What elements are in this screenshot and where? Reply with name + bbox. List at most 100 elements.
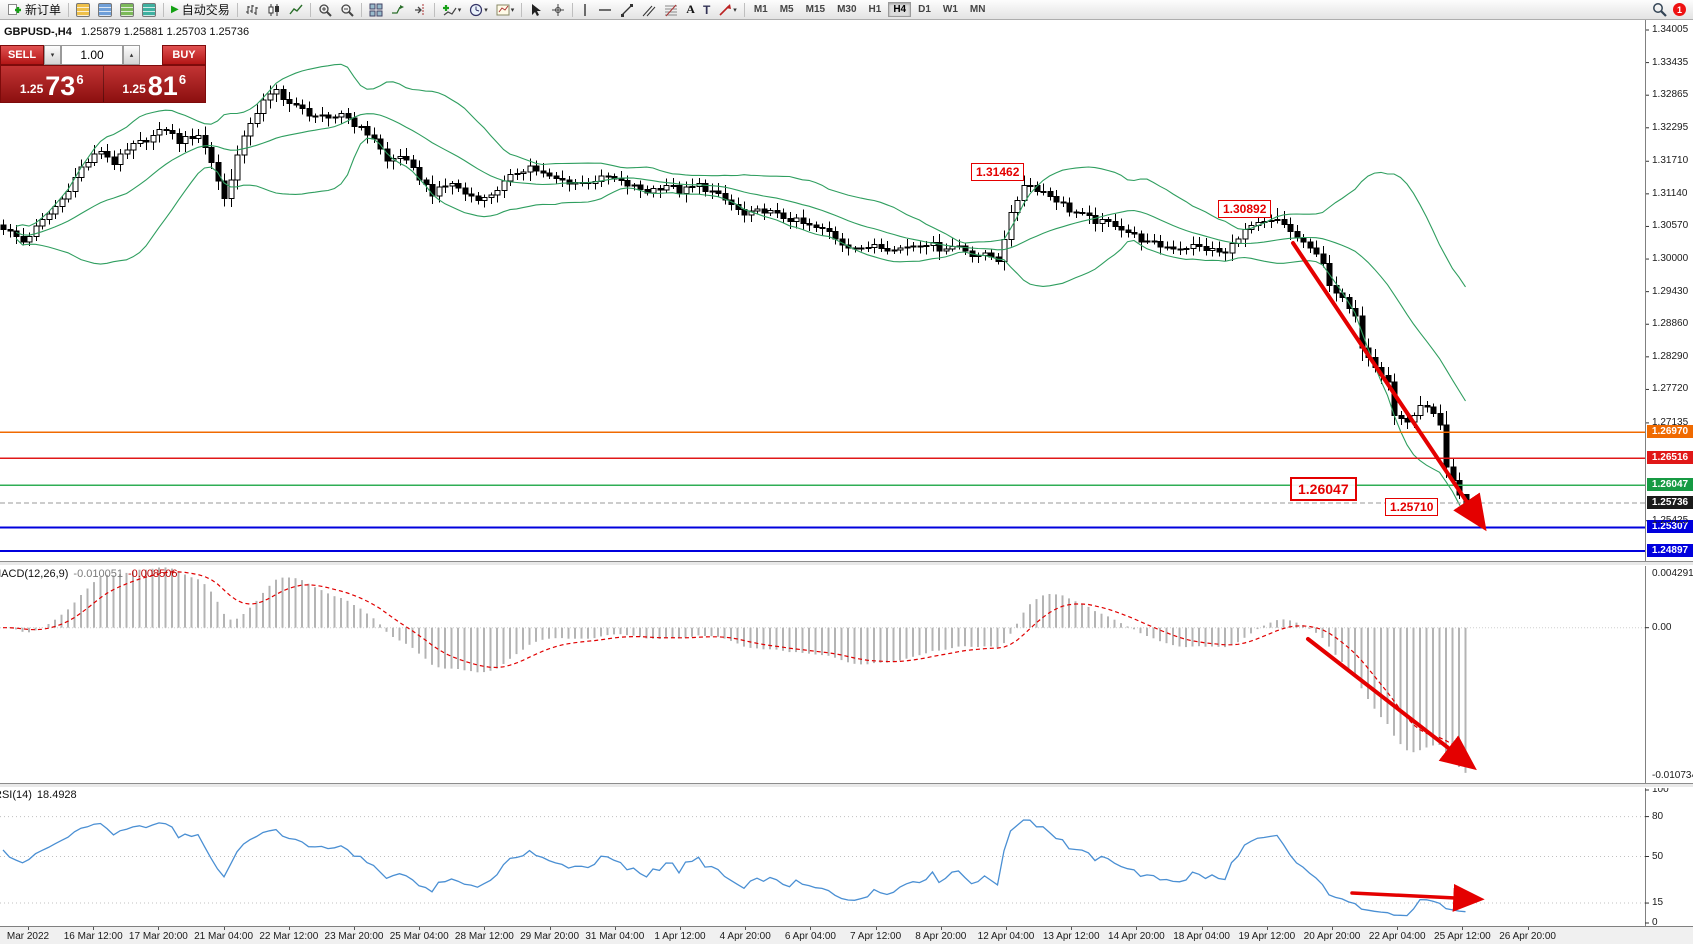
trend-arrow-1[interactable]	[1291, 241, 1487, 532]
sell-price-display[interactable]: 1.25 73 6	[1, 66, 104, 102]
horizontal-line-button[interactable]	[594, 0, 616, 20]
sell-button[interactable]: SELL	[0, 45, 44, 65]
volume-decrease-button[interactable]: ▾	[44, 45, 61, 65]
trend-arrow-2[interactable]	[1306, 637, 1477, 771]
price-tag-1.24897: 1.24897	[1647, 543, 1693, 557]
cursor-button[interactable]	[525, 0, 547, 20]
tile-windows-button[interactable]	[365, 0, 387, 20]
data-window-button[interactable]	[94, 0, 116, 20]
autotrading-play-icon: ▶	[171, 4, 179, 15]
timeframe-d1[interactable]: D1	[918, 4, 931, 15]
candlestick-chart-button[interactable]	[263, 0, 285, 20]
trendline-icon	[621, 3, 634, 17]
market-watch-button[interactable]	[72, 0, 94, 20]
timeframe-m1[interactable]: M1	[753, 4, 768, 15]
timeframe-h1[interactable]: H1	[868, 4, 882, 15]
pane-separator-macd-rsi[interactable]	[0, 783, 1693, 788]
time-axis-label: 17 Mar 20:00	[128, 931, 188, 942]
time-axis-label: 7 Apr 12:00	[850, 931, 902, 942]
time-axis-label: 20 Apr 20:00	[1303, 931, 1361, 942]
price-axis-tick-1.28290: 1.28290	[1652, 350, 1689, 362]
price-axis-tick-1.33435: 1.33435	[1652, 56, 1689, 68]
search-icon[interactable]	[1652, 2, 1667, 17]
volume-increase-button[interactable]: ▴	[123, 45, 140, 65]
time-axis-label: 31 Mar 04:00	[585, 931, 645, 942]
trend-arrow-3[interactable]	[1350, 883, 1485, 912]
fibonacci-retracement-button[interactable]	[660, 0, 682, 20]
timeframe-m15[interactable]: M15	[805, 4, 826, 15]
rsi-indicator-label: RSI(14) 18.4928	[0, 789, 77, 801]
text-label-button[interactable]: T	[699, 0, 714, 20]
ohlc-values: 1.25879 1.25881 1.25703 1.25736	[80, 26, 250, 38]
line-chart-button[interactable]	[285, 0, 307, 20]
price-tag-1.26970: 1.26970	[1647, 425, 1693, 439]
time-axis-label: Mar 2022	[6, 931, 50, 942]
new-order-icon	[7, 2, 22, 17]
time-axis-label: 12 Apr 04:00	[977, 931, 1035, 942]
buy-button[interactable]: BUY	[162, 45, 206, 65]
auto-scroll-button[interactable]	[387, 0, 409, 20]
price-tag-1.26047: 1.26047	[1647, 478, 1693, 492]
macd-signal-line	[3, 571, 1466, 755]
time-axis-tick	[288, 927, 290, 930]
price-annotation-1.25710[interactable]: 1.25710	[1385, 498, 1439, 516]
vertical-line-button[interactable]	[576, 0, 594, 20]
price-axis-tick-1.32865: 1.32865	[1652, 89, 1689, 101]
new-order-button[interactable]: 新订单	[3, 0, 65, 20]
timeframe-m30[interactable]: M30	[837, 4, 857, 15]
macd-main-value: -0.010051	[73, 568, 123, 580]
rsi-axis-100: 100	[1652, 784, 1669, 795]
trendline-button[interactable]	[616, 0, 638, 20]
crosshair-button[interactable]	[547, 0, 569, 20]
navigator-button[interactable]	[116, 0, 138, 20]
buy-price-display[interactable]: 1.25 81 6	[104, 66, 206, 102]
indicators-button[interactable]: ▾	[438, 0, 466, 20]
time-axis[interactable]: Mar 2022 16 Mar 12:00 17 Mar 20:00 21 Mar 0…	[0, 926, 1693, 944]
macd-pane	[0, 567, 1645, 773]
terminal-button[interactable]	[138, 0, 160, 20]
price-annotation-1.30892[interactable]: 1.30892	[1218, 200, 1272, 218]
pane-separator-main-macd[interactable]	[0, 561, 1693, 566]
macd-axis-zero: 0.00	[1652, 621, 1672, 633]
arrow-tools-button[interactable]: ▾	[714, 0, 741, 20]
time-axis-label: 21 Mar 04:00	[194, 931, 254, 942]
bar-chart-button[interactable]	[241, 0, 263, 20]
price-annotation-1.26047[interactable]: 1.26047	[1290, 477, 1357, 501]
time-axis-tick	[419, 927, 421, 930]
time-axis-tick	[875, 927, 877, 930]
rsi-name: RSI(14)	[0, 789, 32, 801]
macd-axis-max: 0.004291	[1652, 568, 1693, 579]
toolbar-separator	[360, 2, 362, 17]
price-axis-tick-1.31710: 1.31710	[1652, 155, 1689, 167]
toolbar-right-group: 1	[1652, 2, 1690, 17]
price-axis-tick-1.34005: 1.34005	[1652, 24, 1689, 35]
templates-button[interactable]: ▾	[492, 0, 519, 20]
timeframe-w1[interactable]: W1	[942, 4, 958, 15]
rsi-axis-15: 15	[1652, 897, 1664, 909]
toolbar-separator	[572, 2, 574, 17]
timeframe-h4[interactable]: H4	[888, 2, 912, 17]
time-axis-label: 22 Mar 12:00	[259, 931, 319, 942]
zoom-out-button[interactable]	[336, 0, 358, 20]
timeframe-m5[interactable]: M5	[779, 4, 794, 15]
toolbar-separator	[521, 2, 523, 17]
symbol-period-label: GBPUSD-,H4	[4, 26, 72, 38]
periods-button[interactable]: ▾	[465, 0, 492, 20]
time-axis-label: 28 Mar 12:00	[454, 931, 514, 942]
buy-price-sup: 6	[178, 72, 187, 87]
autotrading-button[interactable]: ▶ 自动交易	[167, 0, 234, 20]
arrow-tools-icon	[719, 3, 732, 16]
timeframe-mn[interactable]: MN	[969, 4, 986, 15]
volume-input[interactable]	[61, 45, 123, 65]
chart-shift-button[interactable]	[409, 0, 431, 20]
equidistant-channel-button[interactable]	[638, 0, 660, 20]
rsi-value: 18.4928	[36, 789, 77, 801]
zoom-in-button[interactable]	[314, 0, 336, 20]
price-axis-tick-1.32295: 1.32295	[1652, 121, 1689, 133]
notification-badge[interactable]: 1	[1673, 3, 1686, 16]
sell-price-big: 73	[45, 71, 76, 101]
price-axis-tick-1.29430: 1.29430	[1652, 285, 1689, 297]
price-annotation-1.31462[interactable]: 1.31462	[971, 163, 1025, 181]
text-button[interactable]: A	[682, 0, 699, 20]
